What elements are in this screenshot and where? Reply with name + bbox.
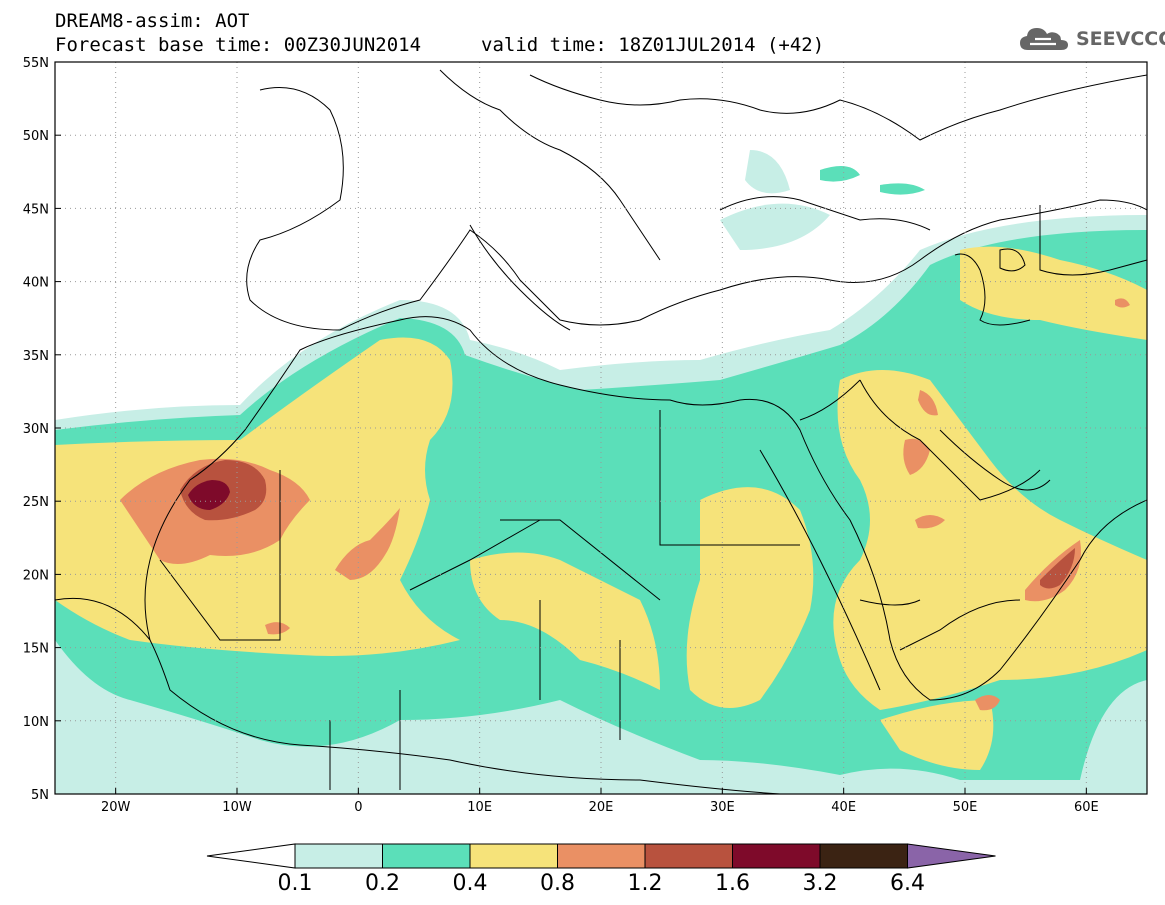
lat-tick-label: 45N [23,202,49,217]
lat-axis: 55N 50N 45N 40N 35N 30N 25N 20N 15N 10N 5N [23,56,61,803]
colorbar-segment [819,843,908,869]
lon-tick-label: 60E [1074,800,1099,815]
lon-tick-label: 10E [467,800,492,815]
lon-tick-label: 40E [831,800,856,815]
colorbar-label: 6.4 [890,871,925,896]
colorbar-label: 0.1 [278,871,313,896]
lon-tick-label: 50E [953,800,978,815]
colorbar-segment [469,843,558,869]
colorbar-label: 1.2 [628,871,663,896]
lon-tick-label: 0 [354,800,362,815]
lat-tick-label: 55N [23,56,49,71]
colorbar-under-triangle [206,843,296,869]
colorbar-over-triangle [907,843,996,869]
colorbar-segment [382,843,471,869]
colorbar-label: 1.6 [715,871,750,896]
lat-tick-label: 40N [23,276,49,291]
colorbar-segment [732,843,821,869]
colorbar-segment [294,843,383,869]
seevccc-logo: SEEVCCC [1018,24,1165,54]
lon-tick-label: 20W [101,800,131,815]
colorbar-segment [644,843,733,869]
lat-tick-label: 35N [23,349,49,364]
lat-tick-label: 30N [23,422,49,437]
lat-tick-label: 5N [31,788,49,803]
map-title: DREAM8-assim: AOT [55,10,250,32]
lat-tick-label: 10N [23,715,49,730]
aot-field [55,150,1147,794]
colorbar-label: 0.4 [453,871,488,896]
lat-tick-label: 20N [23,568,49,583]
colorbar: 0.1 0.2 0.4 0.8 1.2 1.6 3.2 6.4 [206,843,996,896]
colorbar-label: 0.2 [365,871,400,896]
lon-tick-label: 20E [589,800,614,815]
colorbar-label: 0.8 [540,871,575,896]
lon-tick-label: 30E [710,800,735,815]
lon-tick-label: 10W [222,800,252,815]
valid-time: valid time: 18Z01JUL2014 (+42) [481,34,825,56]
logo-text: SEEVCCC [1076,28,1165,50]
aot-band-1.6 [188,480,230,510]
lat-tick-label: 15N [23,642,49,657]
lat-tick-label: 50N [23,129,49,144]
lon-axis: 20W 10W 0 10E 20E 30E 40E 50E 60E [101,788,1099,815]
colorbar-segment [557,843,646,869]
cloud-icon [1020,28,1068,50]
colorbar-label: 3.2 [803,871,838,896]
lat-tick-label: 25N [23,495,49,510]
coastlines-borders [55,69,1147,794]
forecast-base-time: Forecast base time: 00Z30JUN2014 [55,34,422,56]
